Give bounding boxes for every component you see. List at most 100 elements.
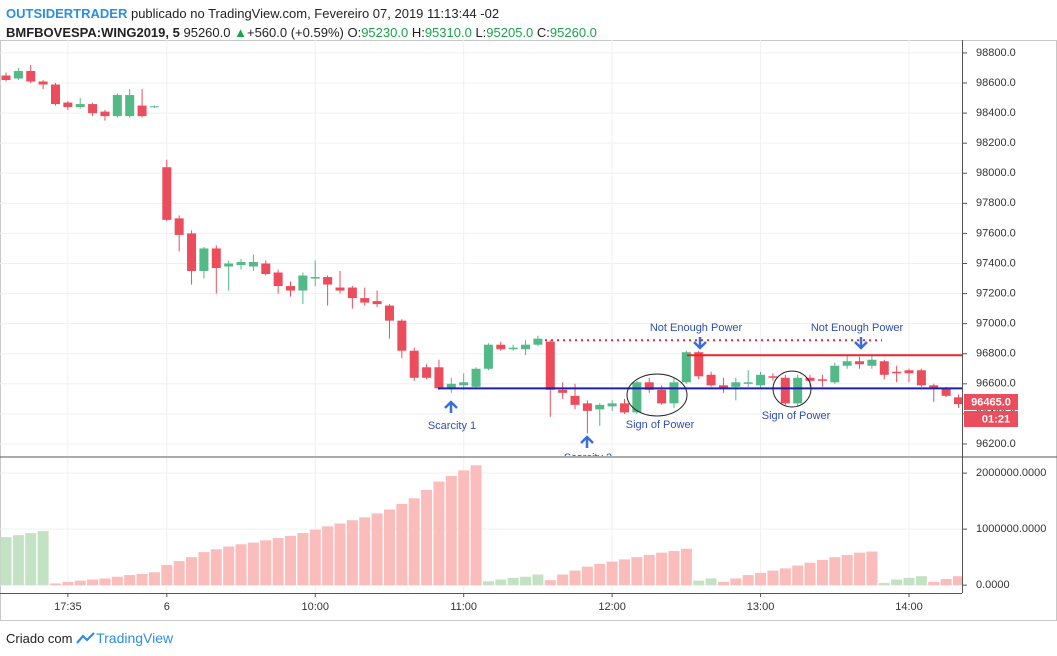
candle-body — [508, 347, 518, 350]
y-tick-label: 98200.0 — [976, 137, 1016, 149]
symbol: BMFBOVESPA:WING2019, 5 — [6, 25, 180, 40]
candle-body — [496, 344, 506, 350]
y-tick-label: 96200.0 — [976, 438, 1016, 450]
volume-bar — [297, 533, 309, 586]
arrow — [580, 435, 594, 448]
volume-bar — [730, 578, 742, 586]
x-tick-label: 13:00 — [747, 601, 775, 613]
x-tick-label: 17:35 — [54, 601, 82, 613]
volume-bar — [804, 562, 816, 586]
volume-bar — [680, 548, 692, 586]
volume-bar — [285, 535, 297, 586]
volume-bar — [606, 561, 618, 586]
volume-bar — [161, 564, 173, 586]
candle-body — [558, 389, 568, 393]
volume-bar — [581, 566, 593, 586]
candle-body — [545, 341, 555, 390]
candle-body — [830, 365, 840, 383]
header: OUTSIDERTRADER publicado no TradingView.… — [6, 4, 597, 42]
candle-body — [805, 377, 815, 381]
candle-body — [273, 272, 283, 287]
price-grid — [0, 40, 962, 456]
volume-bar — [25, 533, 37, 586]
made-with: Criado com — [6, 631, 73, 646]
candle-body — [236, 261, 246, 265]
candle-body — [310, 277, 320, 279]
candle-body — [855, 361, 865, 365]
volume-bar — [631, 557, 643, 586]
y-tick-label: 97000.0 — [976, 318, 1016, 330]
volume-bar — [854, 552, 866, 586]
header-line: OUTSIDERTRADER publicado no TradingView.… — [6, 4, 597, 23]
y-tick-label: 98800.0 — [976, 47, 1016, 59]
candle-body — [756, 374, 766, 386]
candle-body — [422, 367, 432, 378]
change-arrow: ▲ — [234, 25, 247, 40]
annotation: Sign of Power — [762, 410, 831, 422]
y-tick-label: 98400.0 — [976, 107, 1016, 119]
candle-body — [286, 286, 296, 291]
y-tick-label: 97400.0 — [976, 257, 1016, 269]
volume-bar — [99, 578, 111, 586]
c-value: 95260.0 — [549, 25, 597, 40]
volume-bar — [594, 563, 606, 586]
candle-body — [211, 248, 221, 269]
candle-body — [471, 368, 481, 387]
last-price-box — [964, 394, 1018, 410]
candle-body — [916, 370, 926, 386]
candle-body — [743, 382, 753, 384]
volume-bar — [557, 574, 569, 586]
candle-body — [483, 344, 493, 369]
candle-body — [706, 374, 716, 386]
last-price-label: 96465.0 — [971, 396, 1011, 408]
candle-body — [632, 382, 642, 413]
volume-bar — [742, 575, 754, 586]
volume-bar — [235, 544, 247, 586]
candle-body — [13, 70, 23, 79]
y-tick-label: 0.0000 — [976, 579, 1010, 591]
volume-bar — [247, 542, 259, 586]
volume-bar — [198, 552, 210, 586]
candle-body — [88, 104, 98, 114]
volume-bar — [619, 559, 630, 586]
volume-bar — [421, 489, 433, 586]
logo — [76, 632, 95, 644]
candle-body — [657, 389, 667, 404]
volume-bar — [173, 561, 185, 586]
candle-body — [459, 382, 469, 386]
volume-bar — [495, 579, 507, 586]
volume-bar — [186, 557, 198, 586]
y-tick-label: 2000000.0000 — [976, 467, 1046, 479]
annotation-ellipse — [626, 373, 688, 417]
y-tick-label: 98000.0 — [976, 167, 1016, 179]
annotation: Not Enough Power — [650, 322, 743, 334]
candle-body — [904, 370, 914, 374]
candle-body — [187, 233, 197, 272]
candle-body — [137, 105, 147, 117]
volume-bar — [643, 554, 655, 586]
candle-body — [595, 404, 605, 410]
h-value: 95310.0 — [424, 25, 472, 40]
candle-body — [360, 298, 370, 303]
published: publicado no TradingView.com, Fevereiro … — [130, 6, 500, 21]
volume-bar — [940, 578, 952, 586]
candle-body — [780, 377, 790, 404]
volume-bar — [482, 581, 494, 586]
volume-bar — [124, 575, 136, 586]
volume-bar — [829, 557, 841, 586]
volume-bar — [346, 520, 358, 586]
candle-body — [681, 352, 691, 383]
candle-body — [694, 352, 704, 377]
volume-bar — [928, 581, 940, 586]
y-tick-label: 96800.0 — [976, 348, 1016, 360]
candle-body — [174, 218, 184, 235]
annotation: Scarcity 2 — [564, 452, 612, 464]
annotation-ellipse — [772, 370, 812, 408]
annotation: Not Enough Power — [811, 322, 904, 334]
volume-bar — [544, 580, 556, 586]
candle-body — [620, 403, 629, 413]
volume-bar — [693, 580, 705, 586]
volume-bar — [841, 554, 853, 586]
candle-body — [892, 371, 902, 374]
candle-body — [718, 385, 728, 389]
